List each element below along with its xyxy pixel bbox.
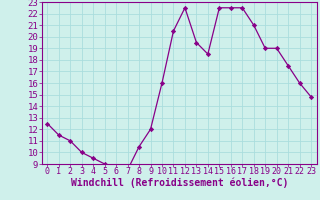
X-axis label: Windchill (Refroidissement éolien,°C): Windchill (Refroidissement éolien,°C): [70, 178, 288, 188]
